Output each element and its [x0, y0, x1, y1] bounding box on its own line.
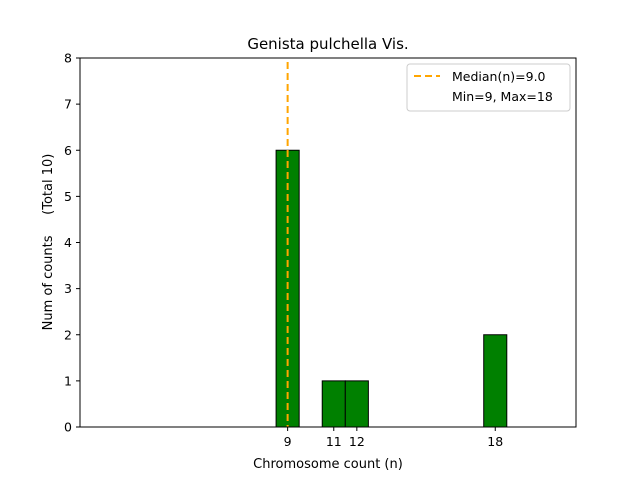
bars-group — [275, 149, 508, 428]
x-tick-label: 11 — [326, 434, 342, 449]
y-tick-label: 2 — [64, 327, 72, 342]
legend-median-label: Median(n)=9.0 — [452, 69, 546, 84]
x-tick-label: 18 — [487, 434, 503, 449]
y-tick-label: 0 — [64, 420, 72, 435]
x-tick-label: 12 — [349, 434, 365, 449]
y-tick-label: 5 — [64, 189, 72, 204]
y-tick-label: 6 — [64, 143, 72, 158]
y-axis-label: Num of counts (Total 10) — [41, 154, 56, 331]
x-axis-label: Chromosome count (n) — [253, 457, 403, 472]
legend-minmax-label: Min=9, Max=18 — [452, 89, 553, 104]
y-tick-label: 1 — [64, 373, 72, 388]
x-axis-ticks: 9 11 12 18 — [284, 427, 503, 449]
legend: Median(n)=9.0 Min=9, Max=18 — [406, 63, 571, 112]
y-tick-label: 8 — [64, 51, 72, 66]
bar-12 — [344, 380, 369, 428]
y-tick-label: 7 — [64, 97, 72, 112]
y-tick-label: 4 — [64, 235, 72, 250]
legend-box — [406, 63, 571, 112]
bar-18 — [483, 334, 508, 428]
chart-title: Genista pulchella Vis. — [247, 35, 408, 53]
x-tick-label: 9 — [284, 434, 292, 449]
y-tick-label: 3 — [64, 281, 72, 296]
y-axis-ticks: 0 1 2 3 4 5 6 7 8 — [64, 51, 80, 435]
bar-11 — [321, 380, 346, 428]
